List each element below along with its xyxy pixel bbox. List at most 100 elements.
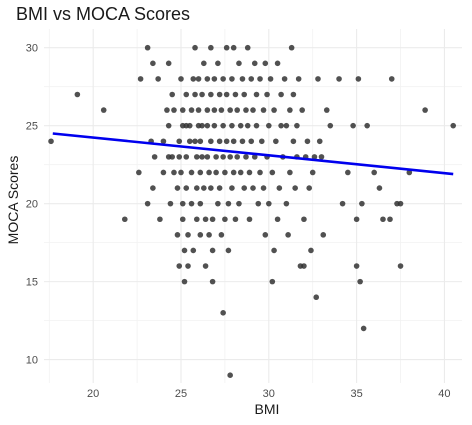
- data-point: [192, 44, 198, 51]
- data-point: [199, 122, 205, 129]
- data-point: [155, 76, 161, 82]
- data-point: [380, 216, 386, 223]
- data-point: [136, 169, 142, 176]
- data-point: [176, 138, 183, 145]
- data-point: [336, 76, 342, 82]
- data-point: [201, 185, 207, 191]
- data-point: [197, 232, 204, 238]
- data-point: [186, 122, 193, 129]
- data-point: [244, 122, 251, 129]
- data-point: [188, 107, 195, 113]
- data-point: [193, 154, 200, 160]
- data-point: [178, 76, 184, 82]
- data-point: [176, 263, 183, 269]
- data-points: [48, 44, 457, 379]
- data-point: [169, 91, 176, 98]
- data-point: [195, 107, 202, 113]
- data-point: [364, 122, 370, 129]
- data-point: [253, 91, 260, 98]
- data-point: [206, 169, 212, 176]
- data-point: [262, 232, 269, 238]
- x-tick-label: 25: [175, 388, 187, 400]
- data-point: [201, 60, 207, 67]
- data-point: [248, 138, 255, 145]
- data-point: [193, 216, 200, 223]
- data-point: [197, 200, 204, 207]
- data-point: [223, 91, 230, 98]
- data-point: [255, 200, 262, 207]
- data-point: [160, 138, 167, 145]
- data-point: [225, 247, 232, 254]
- data-point: [199, 91, 205, 98]
- data-point: [199, 154, 205, 160]
- data-point: [313, 294, 320, 301]
- data-point: [186, 138, 193, 145]
- tick-labels: 20 25 30 35 40 10 15 20 25 30: [26, 43, 451, 400]
- data-point: [208, 185, 214, 191]
- data-point: [171, 169, 177, 176]
- data-point: [292, 185, 298, 191]
- data-point: [267, 76, 274, 82]
- data-point: [215, 200, 221, 207]
- data-point: [251, 154, 258, 160]
- data-point: [301, 263, 307, 269]
- data-point: [216, 185, 223, 191]
- data-point: [309, 169, 316, 176]
- data-point: [327, 122, 334, 129]
- data-point: [281, 76, 288, 82]
- data-point: [202, 263, 209, 269]
- data-point: [48, 138, 54, 145]
- data-point: [211, 107, 218, 113]
- data-point: [388, 76, 395, 82]
- data-point: [227, 154, 233, 160]
- data-point: [179, 216, 186, 223]
- data-point: [278, 91, 284, 98]
- data-point: [318, 154, 325, 160]
- data-point: [234, 107, 240, 113]
- data-point: [144, 200, 151, 207]
- data-point: [301, 216, 307, 223]
- data-point: [283, 122, 290, 129]
- data-point: [190, 76, 197, 82]
- data-point: [269, 169, 276, 176]
- data-point: [206, 232, 212, 238]
- data-point: [181, 247, 188, 254]
- y-tick-label: 20: [26, 199, 38, 211]
- data-point: [290, 138, 297, 145]
- data-point: [204, 107, 211, 113]
- data-point: [202, 216, 209, 223]
- data-point: [178, 169, 184, 176]
- data-point: [243, 154, 249, 160]
- data-point: [299, 107, 305, 113]
- data-point: [387, 216, 393, 223]
- x-tick-label: 20: [87, 388, 99, 400]
- data-point: [294, 122, 300, 129]
- data-point: [179, 200, 186, 207]
- y-tick-label: 10: [26, 355, 38, 367]
- data-point: [311, 154, 318, 160]
- data-point: [397, 200, 404, 207]
- data-point: [195, 76, 202, 82]
- data-point: [278, 122, 284, 129]
- data-point: [179, 107, 186, 113]
- data-point: [157, 216, 163, 223]
- data-point: [230, 169, 237, 176]
- data-point: [197, 169, 204, 176]
- data-point: [236, 60, 242, 67]
- data-point: [188, 200, 195, 207]
- data-point: [183, 185, 190, 191]
- data-point: [169, 154, 176, 160]
- data-point: [165, 122, 172, 129]
- data-point: [360, 325, 367, 332]
- data-point: [192, 138, 198, 145]
- data-point: [397, 263, 404, 269]
- data-point: [241, 91, 248, 98]
- data-point: [208, 91, 214, 98]
- data-point: [150, 60, 156, 67]
- data-point: [260, 107, 267, 113]
- data-point: [257, 169, 263, 176]
- data-point: [223, 138, 230, 145]
- data-point: [276, 185, 283, 191]
- data-point: [237, 169, 244, 176]
